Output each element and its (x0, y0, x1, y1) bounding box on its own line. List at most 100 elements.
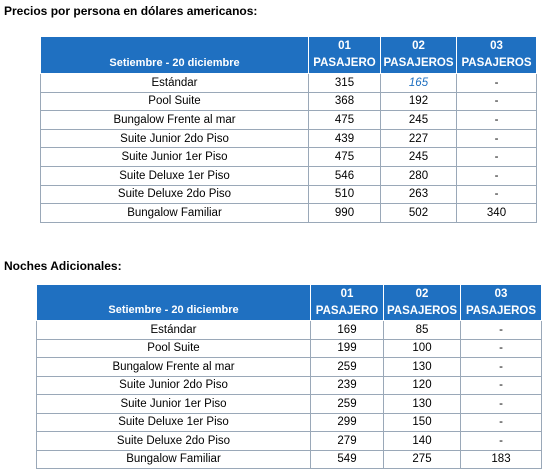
table-cell: Bungalow Familiar (40, 203, 309, 223)
table-row: Suite Deluxe 1er Piso 546 280- (40, 165, 537, 186)
table-cell: - (460, 412, 542, 432)
table-cell: 259 (310, 394, 384, 414)
table-cell: 130 (383, 394, 461, 414)
price-table: Setiembre - 20 diciembre 01 PASAJERO 02 PASA… (40, 36, 537, 223)
table-cell: 245 (380, 147, 457, 167)
table-cell: Suite Junior 2do Piso (40, 128, 309, 149)
table-cell: 439 (308, 128, 381, 149)
table-row: Bungalow Frente al mar 259 130- (36, 357, 542, 377)
table-cell: 130 (383, 357, 461, 377)
table-row: Suite Deluxe 1er Piso 299 150- (36, 412, 542, 432)
table-row: Suite Junior 2do Piso 239 120- (36, 375, 542, 395)
header-cell: 02 PASAJEROS (380, 36, 457, 74)
table-cell: - (456, 165, 537, 186)
table-cell: 502 (380, 203, 457, 223)
header-label: PASAJEROS (461, 57, 532, 69)
header-number: 01 (340, 287, 354, 300)
header-cell: Setiembre - 20 diciembre (36, 284, 311, 321)
table-cell: Suite Deluxe 2do Piso (36, 431, 311, 451)
table-cell: 140 (383, 431, 461, 451)
table-cell: 263 (380, 184, 457, 205)
table-cell: - (460, 375, 542, 395)
table-cell: - (460, 431, 542, 451)
table-cell: - (460, 357, 542, 377)
table-cell: - (460, 320, 542, 340)
table-row: Bungalow Familiar 990 502 340 (40, 203, 537, 223)
table-cell: Estándar (36, 320, 311, 340)
table-cell: 150 (383, 412, 461, 432)
table-row: Suite Junior 2do Piso 439 227- (40, 128, 537, 149)
table-cell: 510 (308, 184, 381, 205)
table-row: Bungalow Familiar 549 275 183 (36, 449, 542, 469)
table-row: Bungalow Frente al mar 475 245- (40, 110, 537, 130)
table-cell: Bungalow Frente al mar (40, 110, 309, 130)
table-cell: Pool Suite (40, 91, 309, 112)
header-number: 03 (494, 287, 508, 300)
table-cell: 549 (310, 449, 384, 469)
table-row: Estándar 315 165- (40, 73, 537, 93)
table-cell: Suite Junior 2do Piso (36, 375, 311, 395)
table-cell: 100 (383, 338, 461, 358)
table-cell: 183 (460, 449, 542, 469)
header-number: 02 (415, 287, 429, 300)
table-cell: 340 (456, 203, 537, 223)
table-cell: Suite Junior 1er Piso (36, 394, 311, 414)
section-title: Noches Adicionales: (4, 259, 122, 273)
table-cell: 245 (380, 110, 457, 130)
table-cell: Bungalow Familiar (36, 449, 311, 469)
table-row: Suite Deluxe 2do Piso 279 140- (36, 431, 542, 451)
table-cell: 165 (380, 73, 457, 93)
table-cell: - (456, 184, 537, 205)
header-cell: 01 PASAJERO (310, 284, 384, 321)
header-number: 02 (412, 40, 425, 52)
table-cell: - (456, 128, 537, 149)
table-cell: 990 (308, 203, 381, 223)
table-cell: 475 (308, 147, 381, 167)
table-cell: - (460, 338, 542, 358)
table-cell: - (460, 394, 542, 414)
table-cell: 169 (310, 320, 384, 340)
table-cell: 239 (310, 375, 384, 395)
table-row: Suite Deluxe 2do Piso 510 263- (40, 184, 537, 205)
header-row: Setiembre - 20 diciembre 01 PASAJERO 02 PASA… (36, 284, 542, 321)
section-title: Precios por persona en dólares americano… (4, 4, 258, 18)
table-row: Suite Junior 1er Piso 475 245- (40, 147, 537, 167)
table-cell: 120 (383, 375, 461, 395)
table-cell: Estándar (40, 73, 309, 93)
table-cell: 275 (383, 449, 461, 469)
header-cell: 03 PASAJEROS (456, 36, 537, 74)
table-row: Pool Suite 199 100- (36, 338, 542, 358)
table-cell: - (456, 147, 537, 167)
table-cell: Bungalow Frente al mar (36, 357, 311, 377)
table-cell: 315 (308, 73, 381, 93)
table-row: Estándar 169 85- (36, 320, 542, 340)
table-cell: 368 (308, 91, 381, 112)
header-label: PASAJEROS (386, 304, 458, 317)
header-label: PASAJERO (313, 57, 376, 69)
table-cell: Suite Junior 1er Piso (40, 147, 309, 167)
table-cell: Suite Deluxe 1er Piso (40, 165, 309, 186)
table-cell: - (456, 110, 537, 130)
table-row: Pool Suite 368 192- (40, 91, 537, 112)
table-cell: 546 (308, 165, 381, 186)
header-label: PASAJERO (315, 304, 379, 317)
table-cell: 227 (380, 128, 457, 149)
header-number: 03 (490, 40, 503, 52)
table-cell: 299 (310, 412, 384, 432)
header-cell: Setiembre - 20 diciembre (40, 36, 309, 74)
price-table: Setiembre - 20 diciembre 01 PASAJERO 02 PASA… (36, 284, 542, 469)
table-cell: 199 (310, 338, 384, 358)
table-cell: 85 (383, 320, 461, 340)
header-cell: 01 PASAJERO (308, 36, 381, 74)
table-row: Suite Junior 1er Piso 259 130- (36, 394, 542, 414)
header-label: PASAJEROS (383, 57, 454, 69)
header-number: 01 (338, 40, 351, 52)
header-row: Setiembre - 20 diciembre 01 PASAJERO 02 PASA… (40, 36, 537, 74)
header-cell: 03 PASAJEROS (460, 284, 542, 321)
table-cell: - (456, 73, 537, 93)
header-cell: 02 PASAJEROS (383, 284, 461, 321)
table-cell: 475 (308, 110, 381, 130)
table-cell: 280 (380, 165, 457, 186)
table-cell: Suite Deluxe 2do Piso (40, 184, 309, 205)
